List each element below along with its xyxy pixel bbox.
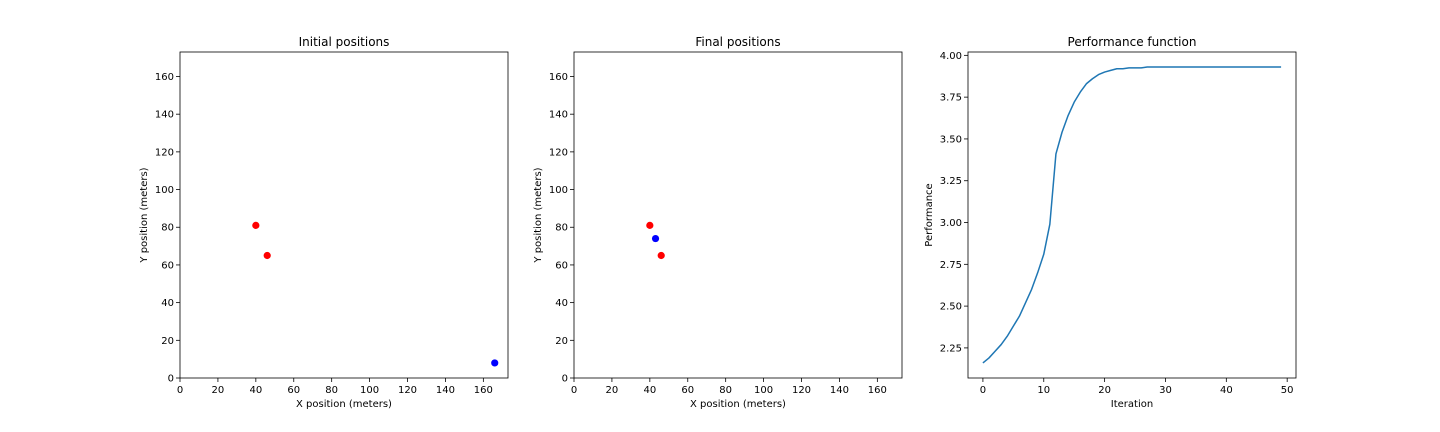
y-tick-label: 3.25 [940,176,962,187]
y-tick-label: 60 [555,260,568,271]
y-tick-label: 80 [555,223,568,234]
y-tick-label: 140 [549,110,568,121]
scatter-point [646,221,654,229]
x-tick-label: 80 [719,385,732,396]
x-tick-label: 120 [398,385,417,396]
x-axis-label: Iteration [1111,399,1153,410]
axes-frame [967,51,1297,379]
y-axis-label: Y position (meters) [533,167,544,263]
chart-title: Final positions [695,35,780,49]
scatter-point [252,221,260,229]
chart-title: Performance function [1068,35,1197,49]
y-tick-label: 2.25 [940,343,962,354]
x-tick-label: 20 [212,385,225,396]
y-tick-label: 4.00 [940,51,962,62]
axes-frame [179,51,509,379]
y-tick-label: 20 [555,336,568,347]
axes-frame [573,51,903,379]
x-tick-label: 100 [754,385,773,396]
y-axis-label: Y position (meters) [139,167,150,263]
x-tick-label: 60 [681,385,694,396]
y-tick-label: 2.50 [940,302,962,313]
y-tick-label: 0 [562,374,568,385]
y-tick-label: 60 [161,260,174,271]
scatter-point [657,251,665,260]
y-tick-label: 160 [549,72,568,83]
scatter-point [651,234,660,243]
x-tick-label: 40 [1220,385,1233,396]
chart-panel-2: Final positions X position (meters) Y posi… [533,35,903,410]
x-tick-label: 10 [1037,385,1050,396]
y-tick-label: 140 [155,110,174,121]
x-tick-label: 50 [1281,385,1294,396]
y-tick-label: 40 [161,298,174,309]
chart-panel-3: Performance function Iteration Performance… [924,35,1297,410]
x-tick-label: 80 [325,385,338,396]
x-tick-label: 40 [249,385,262,396]
y-tick-label: 120 [549,147,568,158]
y-tick-label: 120 [155,147,174,158]
chart-panel-1: Initial positions X position (meters) Y po… [139,35,509,410]
y-tick-label: 3.50 [940,134,962,145]
chart-title: Initial positions [299,35,390,49]
x-tick-label: 120 [792,385,811,396]
y-tick-label: 0 [168,374,174,385]
x-tick-label: 20 [606,385,619,396]
y-tick-label: 100 [155,185,174,196]
x-tick-label: 140 [830,385,849,396]
y-axis-label: Performance [924,183,935,246]
x-tick-label: 160 [474,385,493,396]
x-tick-label: 30 [1159,385,1172,396]
y-tick-label: 40 [555,298,568,309]
x-tick-label: 20 [1098,385,1111,396]
x-tick-label: 0 [980,385,986,396]
x-tick-label: 0 [571,385,577,396]
x-axis-label: X position (meters) [296,399,392,410]
performance-line [982,66,1282,364]
y-tick-label: 100 [549,185,568,196]
scatter-point [263,251,271,260]
y-tick-label: 20 [161,336,174,347]
y-tick-label: 160 [155,72,174,83]
x-tick-label: 100 [360,385,379,396]
x-tick-label: 40 [643,385,656,396]
scatter-point [491,359,499,367]
y-tick-label: 80 [161,223,174,234]
x-axis-label: X position (meters) [690,399,786,410]
y-tick-label: 2.75 [940,260,962,271]
x-tick-label: 140 [436,385,455,396]
x-tick-label: 0 [177,385,183,396]
y-tick-label: 3.75 [940,93,962,104]
x-tick-label: 60 [287,385,300,396]
y-tick-label: 3.00 [940,218,962,229]
x-tick-label: 160 [868,385,887,396]
